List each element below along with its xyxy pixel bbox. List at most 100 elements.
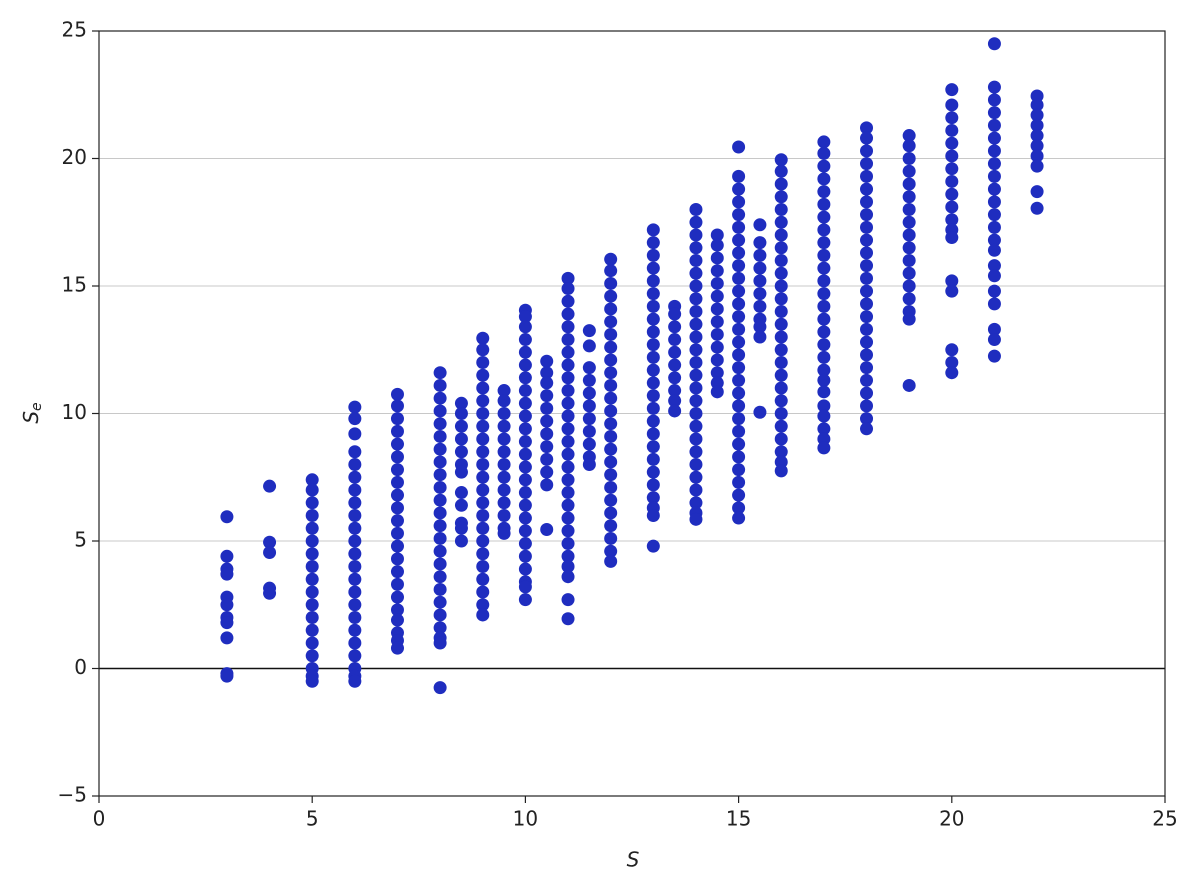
point <box>646 539 660 553</box>
y-tick-label: −5 <box>58 783 87 807</box>
point <box>582 339 596 353</box>
point <box>497 526 511 540</box>
point <box>582 361 596 375</box>
point <box>305 534 319 548</box>
point <box>646 261 660 275</box>
point <box>305 483 319 497</box>
point <box>732 399 746 413</box>
point <box>1030 149 1044 163</box>
point <box>476 585 490 599</box>
point <box>732 220 746 234</box>
point <box>860 169 874 183</box>
point <box>582 386 596 400</box>
point <box>689 292 703 306</box>
point <box>518 498 532 512</box>
point <box>518 409 532 423</box>
point <box>753 330 767 344</box>
point <box>817 159 831 173</box>
point <box>817 373 831 387</box>
point <box>945 343 959 357</box>
point <box>860 271 874 285</box>
point <box>348 496 362 510</box>
point <box>561 294 575 308</box>
point <box>582 437 596 451</box>
point <box>689 483 703 497</box>
point <box>433 366 447 380</box>
point <box>987 322 1001 336</box>
point <box>689 279 703 293</box>
point <box>710 376 724 390</box>
point <box>945 123 959 137</box>
point <box>433 442 447 456</box>
point <box>689 241 703 255</box>
point <box>987 220 1001 234</box>
point <box>497 419 511 433</box>
point <box>454 498 468 512</box>
point <box>348 547 362 561</box>
point <box>561 307 575 321</box>
point <box>561 271 575 285</box>
point <box>774 455 788 469</box>
point <box>817 172 831 186</box>
point <box>561 498 575 512</box>
point <box>518 371 532 385</box>
point <box>518 524 532 538</box>
point <box>561 549 575 563</box>
point <box>902 241 916 255</box>
point <box>945 149 959 163</box>
point <box>476 509 490 522</box>
point <box>582 424 596 438</box>
point <box>817 299 831 313</box>
point <box>348 458 362 471</box>
point <box>732 488 746 502</box>
point <box>263 535 277 549</box>
point <box>860 233 874 247</box>
point <box>753 287 767 301</box>
point <box>902 279 916 293</box>
point <box>348 611 362 624</box>
point <box>604 544 618 558</box>
point <box>540 440 554 454</box>
point <box>518 511 532 525</box>
point <box>220 549 234 563</box>
point <box>817 248 831 262</box>
point <box>732 246 746 260</box>
point <box>753 236 767 250</box>
point <box>774 407 788 420</box>
point <box>945 187 959 201</box>
point <box>582 412 596 426</box>
point <box>817 236 831 250</box>
point <box>390 577 404 591</box>
point <box>476 419 490 433</box>
point <box>454 432 468 446</box>
x-tick-label: 20 <box>939 807 964 831</box>
point <box>902 129 916 143</box>
point <box>604 302 618 316</box>
point <box>561 473 575 487</box>
y-axis-label-main: S <box>19 411 43 424</box>
point <box>348 598 362 612</box>
point <box>860 422 874 436</box>
point <box>774 241 788 255</box>
point <box>710 276 724 290</box>
y-tick-label: 0 <box>74 655 87 679</box>
point <box>732 475 746 489</box>
point <box>497 384 511 398</box>
point <box>561 560 575 573</box>
point <box>518 333 532 347</box>
point <box>646 223 660 237</box>
point <box>860 284 874 298</box>
point <box>518 310 532 324</box>
point <box>817 146 831 160</box>
point <box>987 208 1001 222</box>
point <box>476 458 490 471</box>
point <box>689 496 703 510</box>
point <box>774 305 788 318</box>
point <box>689 432 703 446</box>
point <box>476 394 490 408</box>
point <box>561 371 575 385</box>
point <box>433 480 447 494</box>
point <box>902 164 916 178</box>
point <box>945 213 959 227</box>
point <box>817 223 831 237</box>
